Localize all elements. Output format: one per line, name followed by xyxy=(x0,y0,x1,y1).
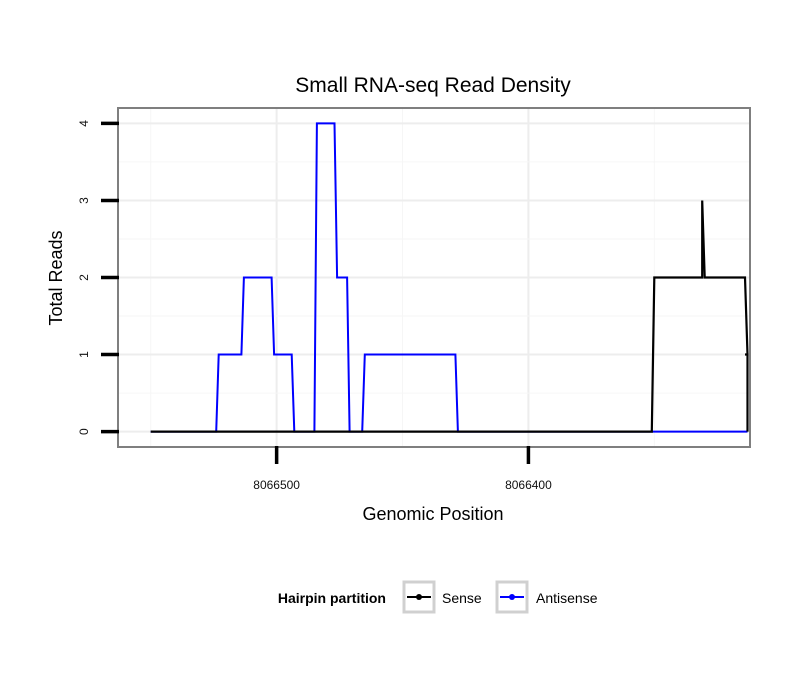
y-tick-label: 1 xyxy=(77,351,91,358)
y-tick-label: 3 xyxy=(77,197,91,204)
legend-item-antisense: Antisense xyxy=(495,580,598,614)
series-lines xyxy=(150,122,749,433)
x-axis-title: Genomic Position xyxy=(362,504,503,524)
legend: Hairpin partition Sense Antisense xyxy=(278,580,598,614)
series-line-antisense xyxy=(150,122,748,433)
legend-label-antisense: Antisense xyxy=(536,590,598,606)
legend-label-sense: Sense xyxy=(442,590,482,606)
y-tick-label: 4 xyxy=(77,120,91,127)
plot-area xyxy=(101,107,751,464)
y-tick-label: 2 xyxy=(77,274,91,281)
x-tick-label: 8066400 xyxy=(505,478,552,492)
legend-title: Hairpin partition xyxy=(278,590,386,606)
chart-title: Small RNA-seq Read Density xyxy=(295,74,571,97)
y-axis-ticks xyxy=(101,121,119,434)
x-axis-ticks xyxy=(274,446,531,464)
y-axis-title: Total Reads xyxy=(46,230,66,325)
series-line-sense xyxy=(150,200,749,433)
legend-point-sense xyxy=(416,594,422,600)
legend-item-sense: Sense xyxy=(402,580,482,614)
legend-point-antisense xyxy=(509,594,515,600)
x-tick-label: 8066500 xyxy=(253,478,300,492)
y-axis-tick-labels: 0 1 2 3 4 xyxy=(77,120,91,435)
x-axis-tick-labels: 8066500 8066400 xyxy=(253,478,552,492)
y-tick-label: 0 xyxy=(77,428,91,435)
